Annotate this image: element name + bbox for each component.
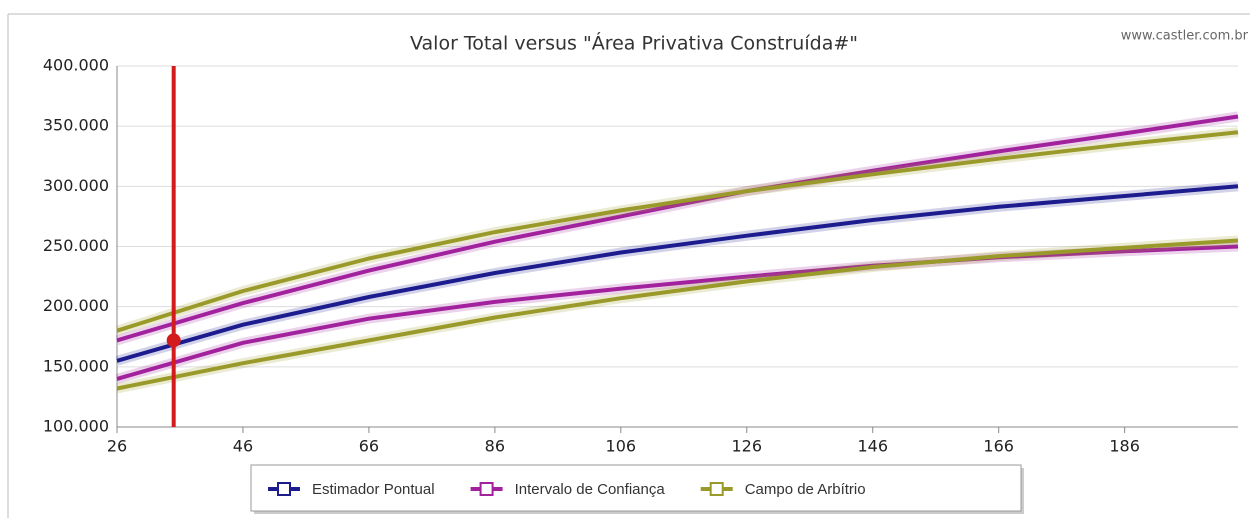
line-glow bbox=[115, 127, 1239, 336]
x-tick-label: 146 bbox=[857, 437, 888, 456]
y-tick-label: 300.000 bbox=[43, 176, 109, 195]
watermark: www.castler.com.br bbox=[1121, 29, 1249, 44]
y-tick-label: 150.000 bbox=[43, 356, 109, 375]
legend-swatch bbox=[277, 482, 291, 496]
y-tick-label: 200.000 bbox=[43, 296, 109, 315]
chart-title: Valor Total versus "Área Privativa Const… bbox=[410, 32, 858, 55]
y-tick-label: 100.000 bbox=[43, 417, 109, 436]
legend-box bbox=[250, 464, 1022, 512]
legend-swatch bbox=[479, 482, 494, 496]
legend: Estimador Pontual Intervalo de Confiança C… bbox=[250, 464, 1024, 514]
series-line bbox=[116, 238, 1239, 391]
y-tick-label: 250.000 bbox=[43, 236, 109, 255]
series-line bbox=[116, 184, 1239, 363]
y-tick-label: 350.000 bbox=[43, 116, 109, 135]
legend-label: Campo de Arbítrio bbox=[745, 481, 866, 498]
legend-label: Estimador Pontual bbox=[312, 481, 435, 498]
series-line bbox=[116, 114, 1239, 343]
x-tick-label: 166 bbox=[983, 437, 1014, 456]
y-tick-label: 400.000 bbox=[43, 56, 109, 75]
x-tick-label: 126 bbox=[732, 437, 763, 456]
x-tick-label: 26 bbox=[107, 437, 127, 456]
legend-swatch bbox=[709, 482, 724, 496]
marker-point bbox=[166, 333, 181, 348]
series-line bbox=[116, 130, 1239, 333]
legend-label: Intervalo de Confiança bbox=[515, 481, 666, 498]
x-tick-label: 106 bbox=[606, 437, 637, 456]
x-tick-label: 46 bbox=[233, 437, 253, 456]
x-tick-label: 86 bbox=[485, 437, 505, 456]
x-tick-label: 186 bbox=[1109, 437, 1140, 456]
x-tick-label: 66 bbox=[359, 437, 379, 456]
series-line bbox=[116, 244, 1239, 381]
